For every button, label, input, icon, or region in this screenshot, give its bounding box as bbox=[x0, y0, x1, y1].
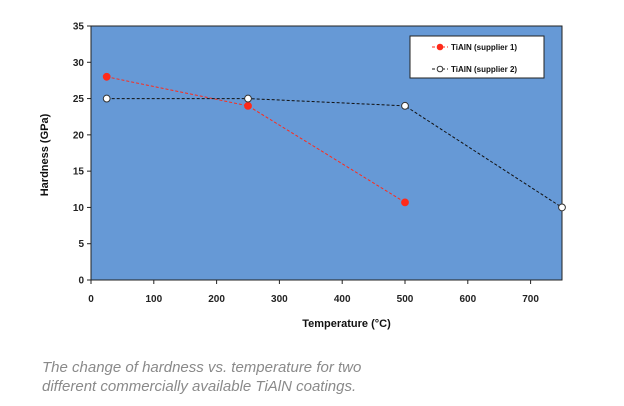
legend-entry-label: TiAlN (supplier 2) bbox=[451, 65, 517, 74]
y-tick-label: 35 bbox=[73, 22, 85, 33]
series-1-line bbox=[106, 76, 406, 203]
y-tick-label: 15 bbox=[73, 167, 85, 178]
x-tick-label: 300 bbox=[271, 294, 288, 305]
series-2-point bbox=[558, 203, 566, 212]
x-axis-label: Temperature (°C) bbox=[302, 318, 391, 330]
x-tick-label: 200 bbox=[208, 294, 225, 305]
series-2-point bbox=[102, 94, 111, 103]
y-tick-label: 0 bbox=[78, 276, 84, 287]
series-layer bbox=[102, 72, 566, 212]
y-axis-ticks: 0 5 10 15 20 25 30 35 bbox=[73, 22, 91, 287]
y-tick-label: 10 bbox=[73, 203, 85, 214]
legend-swatch-marker bbox=[436, 43, 444, 51]
x-tick-label: 0 bbox=[88, 294, 94, 305]
hardness-chart: 0 5 10 15 20 25 30 35 0 100 200 300 400 500 600 700 Ti… bbox=[39, 22, 566, 330]
x-axis-ticks: 0 100 200 300 400 500 600 700 bbox=[88, 280, 539, 305]
x-tick-label: 100 bbox=[145, 294, 162, 305]
x-tick-label: 700 bbox=[522, 294, 539, 305]
legend-swatch-marker bbox=[436, 65, 444, 73]
series-2-line bbox=[106, 98, 563, 208]
legend-box bbox=[409, 35, 545, 79]
x-tick-label: 500 bbox=[397, 294, 414, 305]
figure-caption: The change of hardness vs. temperature f… bbox=[42, 358, 462, 396]
legend-entry-label: TiAlN (supplier 1) bbox=[451, 43, 517, 52]
x-tick-label: 400 bbox=[334, 294, 351, 305]
series-1-point bbox=[401, 198, 409, 207]
legend: TiAlN (supplier 1) TiAlN (supplier 2) bbox=[409, 35, 545, 79]
series-1-point bbox=[244, 101, 252, 110]
y-tick-label: 30 bbox=[73, 58, 85, 69]
series-1-point bbox=[102, 72, 111, 81]
y-tick-label: 25 bbox=[73, 94, 85, 105]
y-tick-label: 20 bbox=[73, 130, 85, 141]
series-2-point bbox=[244, 94, 252, 103]
x-tick-label: 600 bbox=[459, 294, 476, 305]
caption-line-1: The change of hardness vs. temperature f… bbox=[42, 359, 362, 376]
y-tick-label: 5 bbox=[78, 239, 84, 250]
series-2-point bbox=[401, 101, 409, 110]
y-axis-label: Hardness (GPa) bbox=[39, 113, 51, 196]
caption-line-2: different commercially available TiAlN c… bbox=[42, 378, 357, 395]
